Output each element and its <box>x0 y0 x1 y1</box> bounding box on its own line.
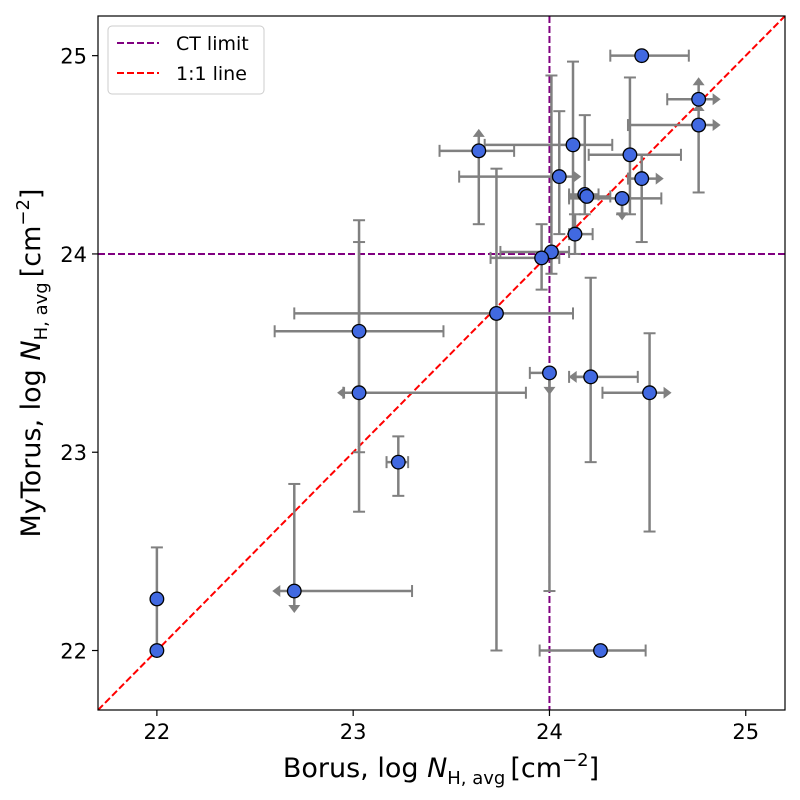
data-point <box>489 305 504 321</box>
data-point <box>691 91 707 107</box>
legend-ct-limit-label: CT limit <box>176 33 249 55</box>
data-point <box>471 143 487 159</box>
one-to-one-line <box>98 16 785 710</box>
data-point <box>622 147 638 163</box>
x-tick-label: 23 <box>340 720 367 744</box>
y-tick-label: 24 <box>60 243 87 267</box>
plot-frame <box>97 15 786 711</box>
x-limit-arrowhead <box>663 386 672 399</box>
y-axis-label: MyTorus, log NH, avg[cm−2] <box>13 189 52 538</box>
y-tick-label: 23 <box>60 441 87 465</box>
y-limit-arrowhead <box>472 128 485 137</box>
data-point <box>542 365 557 381</box>
x-limit-arrowhead <box>272 585 281 598</box>
data-point <box>286 583 302 599</box>
data-markers <box>149 48 707 658</box>
data-point <box>390 454 406 470</box>
x-tick-label: 24 <box>536 720 563 744</box>
x-tick-label: 25 <box>732 720 759 744</box>
y-limit-arrowhead <box>692 77 705 86</box>
data-point <box>579 188 595 204</box>
x-limit-arrowhead <box>655 172 664 185</box>
legend-one-to-one-label: 1:1 line <box>176 63 247 85</box>
x-limit-arrowhead <box>568 370 577 383</box>
data-point <box>351 323 367 339</box>
axis-ticks: 22 23 24 25 22 23 24 25 <box>60 45 759 744</box>
y-limit-arrowhead <box>288 605 301 614</box>
reference-lines <box>98 16 785 710</box>
data-point <box>634 171 650 187</box>
data-point <box>691 117 707 133</box>
data-point <box>634 48 650 64</box>
x-limit-arrowhead <box>337 386 346 399</box>
data-point <box>149 643 165 658</box>
x-limit-arrowhead <box>712 119 721 132</box>
data-point <box>149 591 165 607</box>
data-point <box>565 137 581 153</box>
x-limit-arrowhead <box>573 170 582 183</box>
legend: CT limit 1:1 line <box>107 25 265 95</box>
data-point <box>551 169 567 185</box>
y-tick-label: 25 <box>60 45 87 69</box>
y-limit-arrowhead <box>616 212 629 221</box>
data-point <box>351 385 367 401</box>
data-point <box>534 250 550 266</box>
y-limit-arrowhead <box>692 103 705 112</box>
data-point <box>642 385 658 401</box>
x-axis-label: Borus, log NH, avg [cm−2] <box>283 750 599 789</box>
x-tick-label: 22 <box>144 720 171 744</box>
data-point <box>614 190 630 206</box>
data-point <box>583 369 599 385</box>
data-point <box>567 226 583 242</box>
y-tick-label: 22 <box>60 640 87 664</box>
x-limit-arrowhead <box>712 93 721 106</box>
y-limit-arrowhead <box>543 386 556 395</box>
data-point <box>593 643 608 658</box>
